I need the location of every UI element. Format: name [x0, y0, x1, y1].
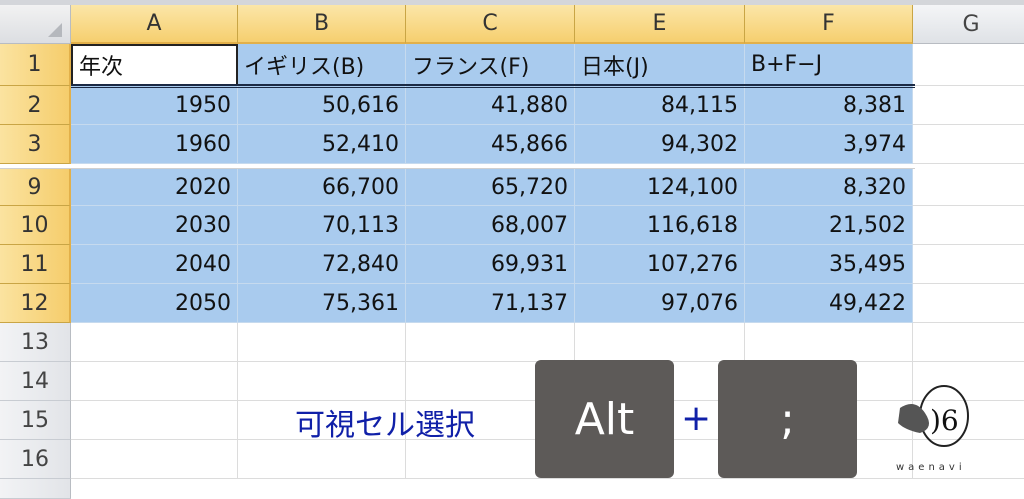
toolbar-edge [0, 0, 1024, 5]
cell[interactable]: 69,931 [406, 245, 575, 284]
cell[interactable]: 49,422 [745, 284, 913, 323]
header-cell[interactable]: 日本(J) [575, 44, 745, 86]
cell[interactable] [913, 86, 1024, 125]
cell[interactable]: 2030 [71, 206, 238, 245]
cell[interactable]: 2050 [71, 284, 238, 323]
cell[interactable]: 68,007 [406, 206, 575, 245]
key-semicolon: ; [718, 360, 857, 478]
cell[interactable]: 72,840 [238, 245, 406, 284]
cell[interactable]: 8,320 [745, 169, 913, 206]
shortcut-caption: 可視セル選択 [295, 408, 475, 443]
cell[interactable]: 50,616 [238, 86, 406, 125]
cell[interactable] [71, 323, 238, 362]
cell[interactable] [71, 362, 238, 401]
cell[interactable]: 1950 [71, 86, 238, 125]
cell[interactable]: 71,137 [406, 284, 575, 323]
cell[interactable]: 84,115 [575, 86, 745, 125]
column-header-F[interactable]: F [745, 5, 913, 44]
cell[interactable] [913, 362, 1024, 401]
row-header-9[interactable]: 9 [0, 169, 71, 206]
column-header-A[interactable]: A [71, 5, 238, 44]
cell[interactable] [238, 440, 406, 479]
header-double-border [71, 84, 915, 88]
row-header-17[interactable] [0, 479, 71, 499]
cell[interactable]: 66,700 [238, 169, 406, 206]
header-cell[interactable] [913, 44, 1024, 86]
cell[interactable]: 1960 [71, 125, 238, 164]
row-header-13[interactable]: 13 [0, 323, 71, 362]
cell[interactable] [71, 440, 238, 479]
cell[interactable] [913, 401, 1024, 440]
cell[interactable]: 116,618 [575, 206, 745, 245]
cell[interactable]: 52,410 [238, 125, 406, 164]
header-cell[interactable]: フランス(F) [406, 44, 575, 86]
logo-text: waenavi [896, 462, 966, 473]
row-header-3[interactable]: 3 [0, 125, 71, 164]
cell[interactable]: 124,100 [575, 169, 745, 206]
cell[interactable]: 75,361 [238, 284, 406, 323]
cell[interactable]: 70,113 [238, 206, 406, 245]
cell[interactable]: 35,495 [745, 245, 913, 284]
cell[interactable]: 8,381 [745, 86, 913, 125]
cell[interactable] [575, 323, 745, 362]
cell[interactable] [913, 323, 1024, 362]
row-header-14[interactable]: 14 [0, 362, 71, 401]
select-all-button[interactable] [0, 5, 71, 44]
cell[interactable] [238, 362, 406, 401]
column-header-G[interactable]: G [913, 5, 1024, 44]
cell[interactable]: 2040 [71, 245, 238, 284]
cell[interactable] [71, 401, 238, 440]
cell[interactable]: 107,276 [575, 245, 745, 284]
cell[interactable]: 3,974 [745, 125, 913, 164]
cell[interactable]: 65,720 [406, 169, 575, 206]
cell[interactable] [238, 401, 406, 440]
cell[interactable] [406, 323, 575, 362]
cell[interactable] [238, 323, 406, 362]
hidden-rows-marker [0, 164, 915, 169]
cell[interactable] [913, 125, 1024, 164]
cell[interactable] [913, 169, 1024, 206]
cell[interactable] [745, 323, 913, 362]
row-header-12[interactable]: 12 [0, 284, 71, 323]
svg-text:)6: )6 [930, 404, 959, 437]
row-header-11[interactable]: 11 [0, 245, 71, 284]
cell[interactable] [913, 440, 1024, 479]
cell[interactable] [913, 245, 1024, 284]
column-header-C[interactable]: C [406, 5, 575, 44]
waenavi-logo-icon: )6 [898, 385, 969, 447]
row-header-2[interactable]: 2 [0, 86, 71, 125]
plus-sign: + [681, 398, 712, 439]
cell[interactable]: 94,302 [575, 125, 745, 164]
cell[interactable] [745, 440, 913, 479]
row-header-10[interactable]: 10 [0, 206, 71, 245]
row-header-16[interactable]: 16 [0, 440, 71, 479]
cell[interactable]: 21,502 [745, 206, 913, 245]
cell[interactable]: 45,866 [406, 125, 575, 164]
row-header-1[interactable]: 1 [0, 44, 71, 86]
header-cell[interactable]: イギリス(B) [238, 44, 406, 86]
cell[interactable]: 41,880 [406, 86, 575, 125]
cell[interactable] [913, 206, 1024, 245]
header-cell[interactable]: 年次 [71, 44, 238, 86]
cell[interactable]: 2020 [71, 169, 238, 206]
header-cell[interactable]: B+F−J [745, 44, 913, 86]
column-header-B[interactable]: B [238, 5, 406, 44]
row-header-15[interactable]: 15 [0, 401, 71, 440]
cell[interactable]: 97,076 [575, 284, 745, 323]
cell[interactable] [913, 284, 1024, 323]
column-header-E[interactable]: E [575, 5, 745, 44]
key-alt: Alt [535, 360, 674, 478]
